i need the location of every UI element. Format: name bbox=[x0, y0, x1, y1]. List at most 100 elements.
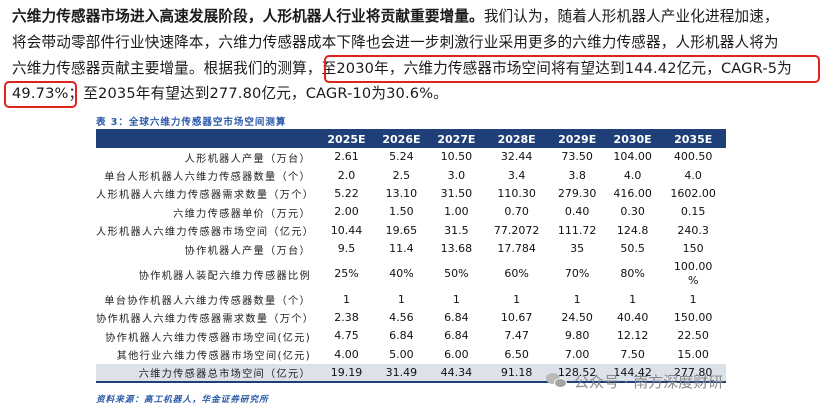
table-row: 六维力传感器总市场空间（亿元） 19.19 31.49 44.34 91.18 128.5… bbox=[96, 363, 726, 384]
table-cell: 24.50 bbox=[561, 310, 593, 324]
row-label: 协作机器人产量（万台） bbox=[184, 245, 311, 257]
table-cell: 7.00 bbox=[564, 347, 590, 361]
table-cell: 1602.00 bbox=[670, 186, 716, 200]
table-cell: 50.5 bbox=[620, 242, 645, 256]
table-cell: 277.80 bbox=[660, 363, 726, 384]
table-cell: 0.15 bbox=[680, 205, 706, 219]
header-cell: 2035E bbox=[660, 131, 726, 148]
table-cell: 73.50 bbox=[561, 150, 593, 164]
table-cell: 1 bbox=[573, 292, 581, 306]
table-cell: 279.30 bbox=[557, 186, 597, 200]
table-cell: 77.2072 bbox=[493, 223, 540, 237]
table-cell: 4.75 bbox=[334, 329, 359, 343]
row-label: 协作机器人六维力传感器市场空间(亿元) bbox=[105, 332, 311, 344]
table-row: 人形机器人六维力传感器市场空间（亿元） 10.44 19.65 31.5 77.2072… bbox=[96, 222, 726, 240]
table-cell: 1 bbox=[513, 292, 521, 306]
table-top-rule bbox=[96, 129, 726, 131]
table-cell: 6.84 bbox=[444, 329, 469, 343]
table-cell: 1 bbox=[629, 292, 637, 306]
row-label: 人形机器人六维力传感器需求数量（万个） bbox=[96, 190, 315, 202]
row-label: 协作机器人六维力传感器需求数量（万个） bbox=[96, 314, 315, 326]
row-label: 其他行业六维力传感器市场空间(亿元) bbox=[116, 351, 311, 363]
table-cell: 6.00 bbox=[444, 347, 469, 361]
table-row: 其他行业六维力传感器市场空间(亿元) 4.00 5.00 6.00 6.50 7.00 7.… bbox=[96, 346, 726, 364]
table-cell: 2.38 bbox=[334, 310, 359, 324]
lead-sentence: 六维力传感器市场进入高速发展阶段，人形机器人行业将贡献重要增量。 bbox=[12, 8, 484, 25]
table-cell: 111.72 bbox=[557, 223, 597, 237]
table-row: 人形机器人六维力传感器需求数量（万个） 5.22 13.10 31.50 110.30 2… bbox=[96, 185, 726, 203]
table-cell: 1 bbox=[452, 292, 460, 306]
table-cell: 15.00 bbox=[677, 347, 709, 361]
table-row: 协作机器人装配六维力传感器比例 25% 40% 50% 60% 70% 80% 100.00 … bbox=[96, 258, 726, 290]
table-cell: 6.84 bbox=[444, 310, 469, 324]
table-cell: 4.0 bbox=[684, 168, 702, 182]
table-cell: 5.00 bbox=[389, 347, 414, 361]
table-row: 单台协作机器人六维力传感器数量（个） 1 1 1 1 1 1 1 bbox=[96, 290, 726, 308]
table-cell: 19.65 bbox=[385, 223, 418, 237]
table-cell: 4.56 bbox=[389, 310, 414, 324]
line1-rest: 我们认为，随着人形机器人产业化进程加速， bbox=[483, 8, 779, 25]
table-row: 协作机器人六维力传感器市场空间(亿元) 4.75 6.84 6.84 7.47 9.80 1… bbox=[96, 327, 726, 345]
table-cell: 19.19 bbox=[319, 363, 374, 384]
table-title: 表 3：全球六维力传感器空市场空间测算 bbox=[96, 117, 287, 128]
table-cell: 0.40 bbox=[564, 205, 590, 219]
table-cell: 150.00 bbox=[673, 310, 713, 324]
wechat-icon bbox=[546, 371, 568, 391]
table-row: 单台人形机器人六维力传感器数量（个） 2.0 2.5 3.0 3.4 3.8 4.0 4.0 bbox=[96, 166, 726, 184]
table-cell: 124.8 bbox=[616, 223, 649, 237]
table-row: 协作机器人六维力传感器需求数量（万个） 2.38 4.56 6.84 10.67 24.5… bbox=[96, 309, 726, 327]
table-cell: 31.50 bbox=[440, 186, 473, 200]
table-cell: 400.50 bbox=[673, 150, 713, 164]
table-cell: 2.00 bbox=[334, 205, 359, 219]
row-label: 单台人形机器人六维力传感器数量（个） bbox=[104, 172, 311, 184]
table-row: 人形机器人产量（万台） 2.61 5.24 10.50 32.44 73.50 104.00… bbox=[96, 148, 726, 166]
table-cell: 31.49 bbox=[373, 363, 429, 384]
table-cell: 7.47 bbox=[504, 329, 529, 343]
line4-rest: 至2035年有望达到277.80亿元，CAGR-10为30.6%。 bbox=[83, 85, 448, 103]
table-cell: 60% bbox=[504, 267, 529, 281]
table-row: 协作机器人产量（万台） 9.5 11.4 13.68 17.784 35 50.5 150 bbox=[96, 240, 726, 258]
table-cell: 4.0 bbox=[623, 168, 642, 182]
header-cell: 2028E bbox=[483, 131, 550, 148]
table-cell: 3.0 bbox=[447, 168, 466, 182]
table-source: 资料来源：高工机器人，华金证券研究所 bbox=[96, 395, 269, 405]
table-cell: 5.24 bbox=[389, 150, 414, 164]
table-cell: 9.5 bbox=[337, 242, 356, 256]
table-cell: 1.50 bbox=[389, 205, 414, 219]
table-cell: 25% bbox=[334, 267, 359, 281]
table-cell: 10.50 bbox=[440, 150, 473, 164]
table-cell: 13.10 bbox=[385, 186, 418, 200]
highlight-2030: 至2030年，六维力传感器市场空间将有望达到144.42亿元，CAGR-5为 bbox=[321, 59, 792, 77]
paragraph-line-1: 六维力传感器市场进入高速发展阶段，人形机器人行业将贡献重要增量。我们认为，随着人… bbox=[12, 4, 824, 30]
table-body: 人形机器人产量（万台） 2.61 5.24 10.50 32.44 73.50 104.00… bbox=[96, 148, 726, 384]
table-cell: 1 bbox=[689, 292, 697, 306]
table-cell: 22.50 bbox=[677, 329, 709, 343]
header-cell: 2026E bbox=[373, 131, 429, 148]
table-cell: 5.22 bbox=[334, 186, 359, 200]
watermark: 公众号 · 南方深度财研 bbox=[546, 368, 723, 394]
row-label: 人形机器人产量（万台） bbox=[184, 153, 311, 165]
table-cell: 0.70 bbox=[504, 205, 529, 219]
table-cell: 1 bbox=[397, 292, 405, 306]
table-cell: 1.00 bbox=[444, 205, 469, 219]
table-cell: 1 bbox=[342, 292, 350, 306]
row-label: 单台协作机器人六维力传感器数量（个） bbox=[104, 296, 311, 308]
table-cell: 6.50 bbox=[504, 347, 529, 361]
table-cell: 2.5 bbox=[392, 168, 411, 182]
table-cell: 240.3 bbox=[677, 223, 709, 237]
table-cell: 44.34 bbox=[428, 363, 484, 384]
table-cell: 416.00 bbox=[613, 186, 652, 200]
table-cell: 10.67 bbox=[500, 310, 533, 324]
watermark-text: 公众号 · 南方深度财研 bbox=[574, 372, 724, 391]
table-cell: 4.00 bbox=[334, 347, 359, 361]
paragraph-line-3: 六维力传感器贡献主要增量。根据我们的测算，至2030年，六维力传感器市场空间将有… bbox=[12, 56, 824, 82]
row-label: 六维力传感器总市场空间（亿元） bbox=[96, 363, 319, 384]
intro-paragraph: 六维力传感器市场进入高速发展阶段，人形机器人行业将贡献重要增量。我们认为，随着人… bbox=[12, 4, 824, 107]
table-cell: 17.784 bbox=[497, 242, 536, 256]
table-cell: 2.61 bbox=[334, 150, 359, 164]
line3-pre: 六维力传感器贡献主要增量。根据我们的测算， bbox=[12, 59, 322, 77]
header-cell bbox=[96, 131, 319, 148]
table-cell: 40% bbox=[389, 267, 414, 281]
paragraph-line-2: 将会带动零部件行业快速降本，六维力传感器成本下降也会进一步刺激行业采用更多的六维… bbox=[12, 33, 779, 51]
market-size-table: 2025E 2026E 2027E 2028E 2029E 2030E 2035… bbox=[96, 131, 726, 384]
